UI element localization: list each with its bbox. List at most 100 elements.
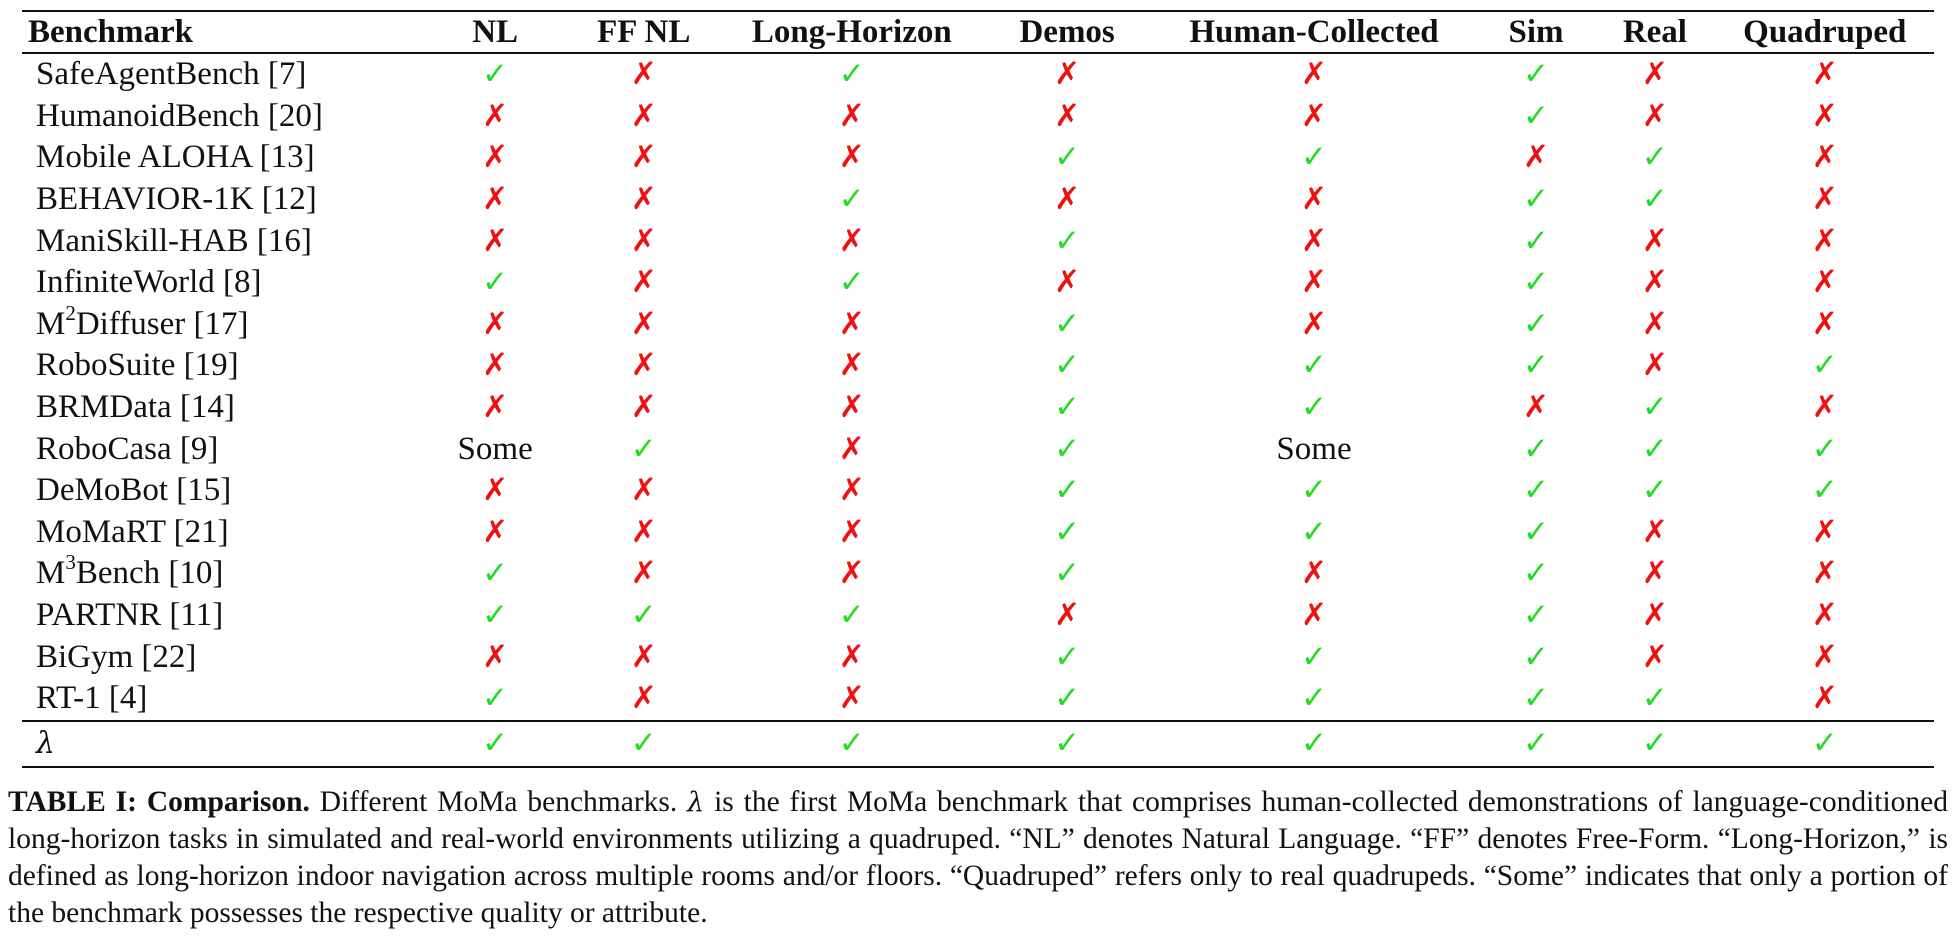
value-cell: ✓	[1150, 721, 1478, 767]
cross-icon: ✗	[838, 347, 865, 384]
cross-icon: ✗	[1641, 597, 1668, 634]
check-icon: ✓	[1523, 347, 1550, 384]
benchmark-name: RoboCasa [9]	[36, 430, 219, 467]
value-cell: ✗	[720, 96, 984, 138]
value-cell: ✗	[1716, 262, 1934, 304]
value-cell: ✗	[984, 595, 1150, 637]
table-row: M3Bench [10] ✓ ✗ ✗ ✓ ✗ ✓ ✗ ✗	[22, 550, 1934, 595]
cross-icon: ✗	[1301, 305, 1327, 342]
value-cell: ✗	[1716, 636, 1934, 678]
value-cell: ✓	[1478, 345, 1594, 387]
cross-icon: ✗	[1301, 555, 1327, 592]
check-icon: ✓	[1811, 725, 1838, 761]
value-cell: ✗	[1150, 179, 1478, 221]
table-row: RT-1 [4] ✓ ✗ ✗ ✓ ✓ ✓ ✓ ✗	[22, 678, 1934, 721]
check-icon: ✓	[1523, 430, 1550, 467]
check-icon: ✓	[630, 597, 657, 634]
value-cell: ✓	[720, 262, 984, 304]
check-icon: ✓	[482, 680, 509, 717]
value-cell: Some	[422, 428, 568, 470]
cross-icon: ✗	[1301, 222, 1327, 259]
table-row: ManiSkill-HAB [16] ✗ ✗ ✗ ✓ ✗ ✓ ✗ ✗	[22, 220, 1934, 262]
caption-label: TABLE I:	[8, 786, 137, 818]
value-cell: ✓	[984, 512, 1150, 554]
value-cell: ✗	[568, 678, 720, 721]
check-icon: ✓	[1301, 347, 1327, 384]
cross-icon: ✗	[1811, 222, 1838, 259]
value-cell: ✓	[1716, 345, 1934, 387]
cross-icon: ✗	[1054, 264, 1081, 301]
value-cell: ✓	[984, 636, 1150, 678]
value-cell: ✗	[1594, 220, 1715, 262]
value-cell: ✓	[1478, 262, 1594, 304]
value-cell: ✓	[1594, 387, 1715, 429]
value-cell: ✗	[720, 636, 984, 678]
cross-icon: ✗	[1811, 555, 1838, 592]
table-row: BEHAVIOR-1K [12] ✗ ✗ ✓ ✗ ✗ ✓ ✓ ✗	[22, 179, 1934, 221]
header-sim: Sim	[1508, 13, 1564, 50]
cross-icon: ✗	[482, 97, 509, 134]
value-cell: ✗	[422, 96, 568, 138]
cross-icon: ✗	[482, 139, 509, 176]
check-icon: ✓	[1523, 725, 1550, 761]
value-cell: ✓	[1478, 428, 1594, 470]
check-icon: ✓	[1054, 555, 1081, 592]
value-cell: ✓	[1150, 470, 1478, 512]
check-icon: ✓	[1523, 181, 1550, 218]
benchmark-name-cell: RT-1 [4]	[22, 678, 422, 721]
check-icon: ✓	[1301, 472, 1327, 509]
check-icon: ✓	[1054, 680, 1081, 717]
cross-icon: ✗	[838, 389, 865, 426]
value-cell: ✗	[1150, 262, 1478, 304]
cross-icon: ✗	[1054, 56, 1081, 93]
cross-icon: ✗	[838, 680, 865, 717]
cross-icon: ✗	[1301, 56, 1327, 93]
header-benchmark: Benchmark	[28, 13, 193, 50]
value-cell: ✗	[720, 678, 984, 721]
value-cell: ✗	[568, 304, 720, 346]
check-icon: ✓	[1641, 680, 1668, 717]
check-icon: ✓	[1301, 139, 1327, 176]
cross-icon: ✗	[838, 430, 865, 467]
check-icon: ✓	[482, 264, 509, 301]
value-cell: ✗	[984, 262, 1150, 304]
value-cell: ✓	[1150, 512, 1478, 554]
check-icon: ✓	[1641, 181, 1668, 218]
value-cell: ✓	[1150, 678, 1478, 721]
cross-icon: ✗	[1641, 555, 1668, 592]
cross-icon: ✗	[1641, 97, 1668, 134]
check-icon: ✓	[838, 181, 865, 218]
value-cell: ✓	[1716, 721, 1934, 767]
value-cell: ✗	[1594, 96, 1715, 138]
value-cell: ✓	[1478, 53, 1594, 96]
value-cell: ✓	[984, 678, 1150, 721]
cross-icon: ✗	[1811, 389, 1838, 426]
benchmark-name-suffix: Bench [10]	[75, 555, 224, 592]
value-cell: ✓	[568, 721, 720, 767]
value-cell: ✗	[720, 304, 984, 346]
benchmark-name-superscript: 3	[65, 550, 76, 575]
value-cell: ✗	[568, 220, 720, 262]
value-cell: ✓	[568, 428, 720, 470]
value-cell: ✓	[984, 387, 1150, 429]
check-icon: ✓	[630, 430, 657, 467]
cross-icon: ✗	[1523, 389, 1550, 426]
benchmark-name-cell: RoboCasa [9]	[22, 428, 422, 470]
value-cell: ✗	[422, 470, 568, 512]
check-icon: ✓	[1054, 222, 1081, 259]
cross-icon: ✗	[482, 305, 509, 342]
cross-icon: ✗	[482, 347, 509, 384]
benchmark-name: HumanoidBench [20]	[36, 97, 323, 134]
cross-icon: ✗	[838, 305, 865, 342]
value-cell: ✓	[1478, 179, 1594, 221]
check-icon: ✓	[1054, 513, 1081, 550]
table-row: Mobile ALOHA [13] ✗ ✗ ✗ ✓ ✓ ✗ ✓ ✗	[22, 137, 1934, 179]
benchmark-name-cell: M3Bench [10]	[22, 550, 422, 595]
value-cell: ✓	[984, 345, 1150, 387]
caption-lambda: λ	[687, 787, 705, 818]
check-icon: ✓	[482, 725, 509, 761]
cross-icon: ✗	[1811, 56, 1838, 93]
value-cell: ✗	[1716, 96, 1934, 138]
check-icon: ✓	[1811, 347, 1838, 384]
value-cell: ✗	[568, 179, 720, 221]
